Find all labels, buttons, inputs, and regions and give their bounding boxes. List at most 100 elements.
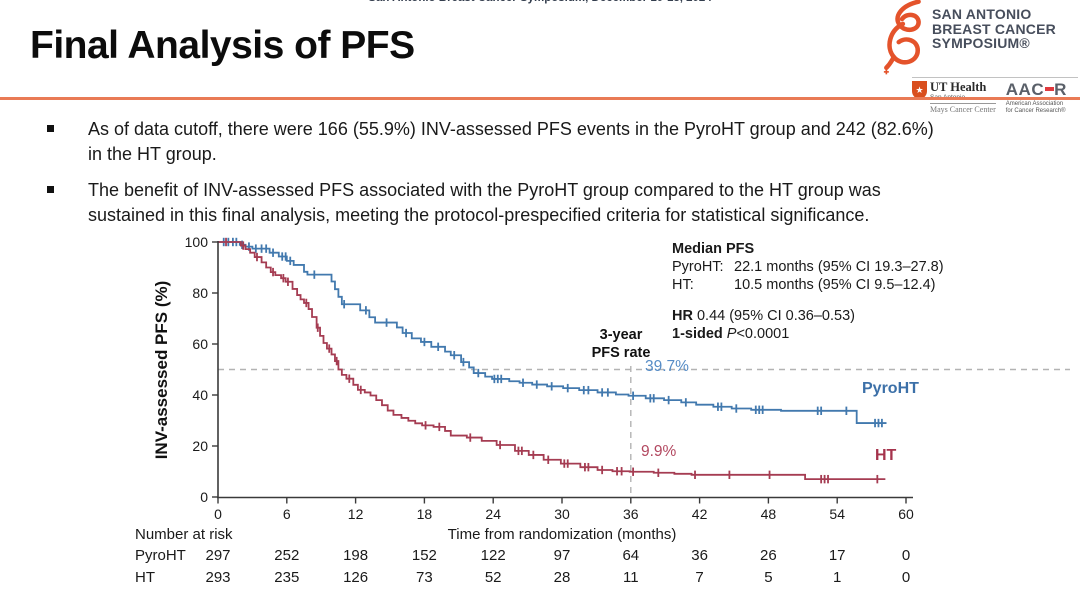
median-pfs-ht: HT: 10.5 months (95% CI 9.5–12.4) [672, 276, 944, 294]
uthealth-center: Mays Cancer Center [930, 104, 996, 114]
risk-value: 122 [480, 547, 506, 564]
bullet-1-line-2: in the HT group. [88, 144, 217, 164]
risk-value: 126 [343, 569, 369, 586]
p-value-line: 1-sided P<0.0001 [672, 325, 944, 343]
hr-label: HR [672, 308, 693, 324]
sabcs-line-1: SAN ANTONIO [932, 6, 1032, 22]
km-chart: 0 20 40 60 80 100 0 6 12 18 24 30 36 42 48 54 60 [185, 234, 1070, 522]
sabcs-logo-top: SAN ANTONIO BREAST CANCER SYMPOSIUM® [882, 0, 1078, 76]
bullet-2-line-2: sustained in this final analysis, meetin… [88, 205, 870, 225]
risk-value: 198 [343, 547, 369, 564]
aacr-wordmark: AAC R [1006, 81, 1067, 98]
y-tick-label: 20 [192, 438, 208, 454]
sided-label: 1-sided [672, 326, 723, 342]
y-tick-label: 60 [192, 336, 208, 352]
median-ht-value: 10.5 months (95% CI 9.5–12.4) [734, 277, 936, 293]
median-pfs-heading: Median PFS [672, 241, 755, 257]
bullet-list: As of data cutoff, there were 166 (55.9%… [45, 117, 1045, 239]
risk-row-label-ht: HT [135, 569, 155, 586]
bullet-1-line-1: As of data cutoff, there were 166 (55.9%… [88, 119, 934, 139]
hr-value: 0.44 (95% CI 0.36–0.53) [692, 308, 855, 324]
risk-value: 1 [833, 569, 842, 586]
curve-label-ht: HT [875, 447, 897, 464]
risk-value: 252 [274, 547, 300, 564]
sabcs-line-3: SYMPOSIUM® [932, 35, 1030, 51]
y-tick-label: 100 [185, 234, 209, 250]
bullet-item-1: As of data cutoff, there were 166 (55.9%… [45, 117, 1045, 167]
annotation-3-year-pfs-rate: 3-year PFS rate [551, 327, 691, 362]
x-axis-title: Time from randomization (months) [447, 526, 677, 543]
annotation-3-year-line-1: 3-year [599, 327, 643, 343]
y-tick-label: 80 [192, 285, 208, 301]
risk-value: 52 [484, 569, 502, 586]
risk-row-label-pyroht: PyroHT [135, 547, 186, 564]
p-symbol: P [726, 326, 737, 342]
aacr-letters-right: R [1054, 80, 1067, 99]
sabcs-ribbon-icon [883, 0, 921, 75]
y-tick-label: 0 [200, 489, 208, 505]
y-tick-label: 40 [192, 387, 208, 403]
risk-value: 64 [622, 547, 640, 564]
km-curve-pyroht [218, 241, 887, 424]
aacr-sub-line-1: American Association [1005, 101, 1064, 107]
risk-value: 36 [691, 547, 708, 564]
risk-value: 0 [901, 547, 911, 564]
risk-value: 5 [764, 569, 773, 586]
median-ht-label: HT: [672, 277, 694, 293]
risk-value: 152 [411, 547, 437, 564]
accent-divider [0, 97, 1080, 100]
aacr-subtext: American Association for Cancer Research… [1005, 99, 1067, 115]
p-value: <0.0001 [736, 326, 790, 342]
page-title: Final Analysis of PFS [30, 24, 415, 67]
svg-text:★: ★ [915, 85, 923, 95]
bullet-item-2: The benefit of INV-assessed PFS associat… [45, 178, 1045, 228]
risk-value: 73 [416, 569, 433, 586]
risk-table-title: Number at risk [135, 526, 233, 543]
aacr-dash-icon [1045, 87, 1055, 91]
x-tick-label: 30 [554, 506, 570, 522]
partner-logos: ★ UT Health San Antonio Mays Cancer Cent… [912, 77, 1078, 115]
risk-value: 7 [695, 569, 704, 586]
x-tick-label: 54 [829, 506, 845, 522]
pyroht-3yr-rate: 39.7% [645, 358, 689, 375]
risk-value: 17 [828, 547, 846, 564]
x-tick-label: 24 [485, 506, 501, 522]
aacr-sub-line-2: for Cancer Research® [1005, 108, 1066, 114]
risk-value: 0 [901, 569, 911, 586]
median-pyroht-value: 22.1 months (95% CI 19.3–27.8) [734, 259, 944, 275]
bullet-marker-icon [47, 125, 54, 132]
hazard-ratio-line: HR 0.44 (95% CI 0.36–0.53) [672, 307, 944, 325]
risk-value: 297 [205, 547, 231, 564]
aacr-letters-left: AAC [1005, 80, 1045, 99]
median-pyroht-label: PyroHT: [672, 259, 724, 275]
x-tick-label: 36 [623, 506, 639, 522]
shield-icon: ★ [912, 81, 927, 100]
sabcs-wordmark: SAN ANTONIO BREAST CANCER SYMPOSIUM® [932, 0, 1056, 51]
x-tick-label: 42 [692, 506, 708, 522]
risk-value: 28 [553, 569, 571, 586]
sabcs-logo: SAN ANTONIO BREAST CANCER SYMPOSIUM® ★ U… [882, 0, 1078, 115]
risk-value: 293 [205, 569, 231, 586]
x-tick-label: 0 [214, 506, 222, 522]
bullet-2-line-1: The benefit of INV-assessed PFS associat… [88, 180, 881, 200]
risk-value: 11 [623, 569, 639, 586]
median-pfs-pyroht: PyroHT: 22.1 months (95% CI 19.3–27.8) [672, 258, 944, 276]
aacr-logo: AAC R American Association for Cancer Res… [1005, 81, 1067, 115]
curve-label-pyroht: PyroHT [862, 380, 919, 397]
x-tick-label: 12 [348, 506, 364, 522]
uthealth-name: UT Health [930, 80, 987, 94]
sabcs-line-2: BREAST CANCER [932, 20, 1056, 37]
annotation-3-year-line-2: PFS rate [591, 344, 651, 361]
bullet-marker-icon [47, 186, 54, 193]
stats-box: Median PFS PyroHT: 22.1 months (95% CI 19… [672, 240, 944, 343]
risk-value: 97 [553, 547, 571, 564]
y-axis-title: INV-assessed PFS (%) [152, 280, 171, 460]
x-tick-label: 6 [283, 506, 291, 522]
risk-value: 235 [274, 569, 300, 586]
stats-spacer [672, 294, 944, 307]
x-tick-label: 18 [417, 506, 433, 522]
x-tick-label: 60 [898, 506, 914, 522]
risk-value: 26 [760, 547, 777, 564]
ht-3yr-rate: 9.9% [641, 443, 677, 460]
